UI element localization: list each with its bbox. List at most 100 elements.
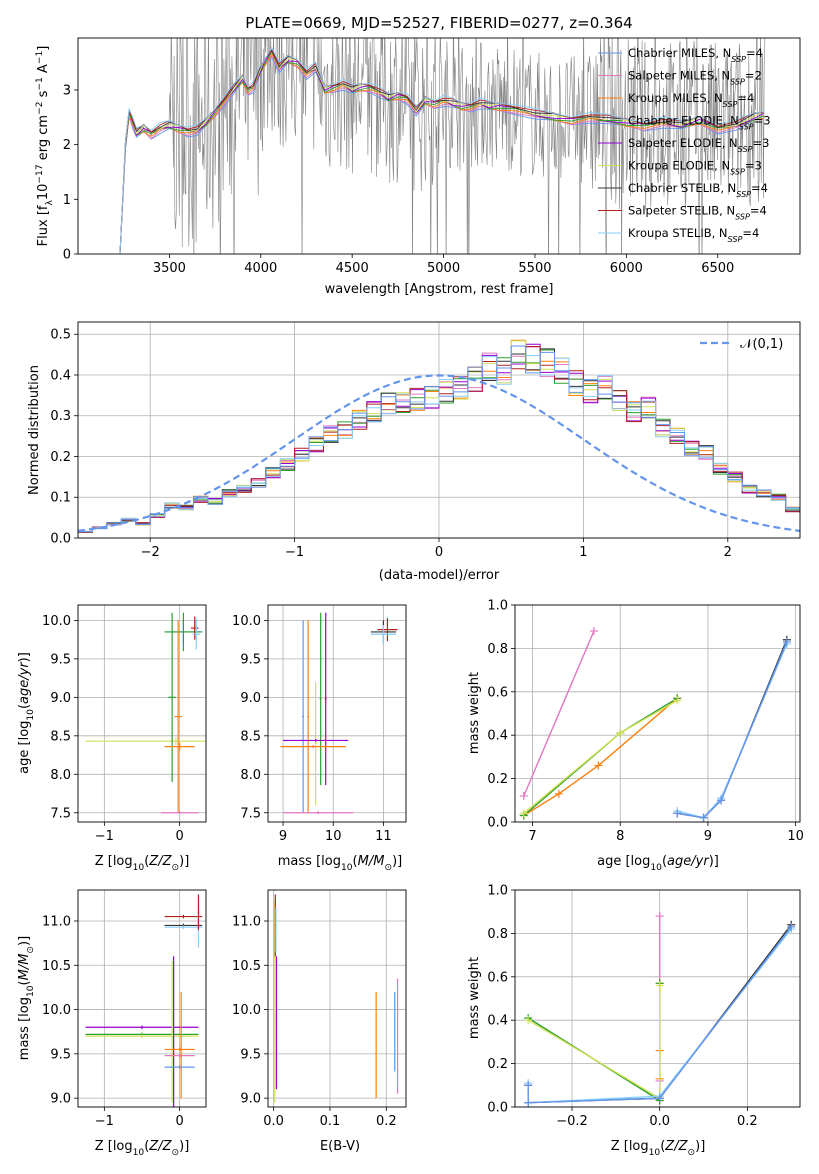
x-tick-label: 4500	[336, 261, 369, 276]
y-tick-label: 0.0	[487, 816, 508, 831]
x-tick-label: −0.2	[556, 1114, 588, 1129]
x-tick-label: 0	[176, 829, 184, 844]
x-tick-label: −1	[95, 829, 114, 844]
chart-title: PLATE=0669, MJD=52527, FIBERID=0277, z=0…	[245, 14, 632, 32]
y-axis-label: age [log10(age/yr)]	[17, 652, 36, 774]
y-tick-label: 0.8	[487, 642, 508, 657]
weight-point	[594, 761, 603, 770]
legend-label: Kroupa STELIB, NSSP=4	[628, 226, 759, 244]
x-axis-label: wavelength [Angstrom, rest frame]	[325, 282, 554, 297]
y-tick-label: 9.5	[240, 652, 261, 667]
y-tick-label: 9.0	[240, 1092, 261, 1107]
y-tick-label: 10.0	[232, 1003, 261, 1018]
x-tick-label: 5500	[518, 261, 551, 276]
weight-line-3	[527, 983, 661, 1102]
plot-area	[280, 612, 398, 815]
y-tick-label: 0.0	[50, 532, 71, 547]
y-axis-label: mass weight	[467, 957, 482, 1039]
axes-frame	[514, 604, 801, 823]
mass-ebv-axes: 0.0 0.1 0.2 9.0 9.5 10.0 10.5 11.0	[232, 889, 407, 1129]
age-mass-axes: 9 10 11 7.5 8.0 8.5 9.0 9.5 10.0	[232, 604, 407, 844]
y-tick-label: 0.5	[50, 328, 71, 343]
weight-line-6	[677, 643, 788, 819]
legend-label: Salpeter ELODIE, NSSP=3	[628, 136, 769, 154]
y-tick-label: 10.5	[42, 959, 71, 974]
histogram-axes: −2 −1 0 1 2 0.0 0.1 0.2 0.3 0.4 0.5 𝒩(0,1)	[50, 321, 801, 560]
y-tick-label: 0.8	[487, 927, 508, 942]
legend-label: Salpeter MILES, NSSP=2	[628, 69, 762, 87]
x-axis-label: Z [log10(Z/Z⊙)]	[95, 854, 190, 873]
y-axis-label: mass weight	[467, 672, 482, 754]
weight-point	[782, 637, 791, 646]
legend-label: Kroupa MILES, NSSP=4	[628, 91, 754, 109]
axes-frame	[77, 604, 207, 823]
y-tick-label: 0.2	[487, 772, 508, 787]
x-axis-label: (data-model)/error	[379, 568, 500, 583]
weight-point	[524, 1081, 533, 1090]
y-tick-label: 0.1	[50, 491, 71, 506]
x-tick-label: 0.0	[649, 1114, 670, 1129]
y-tick-label: 0.3	[50, 409, 71, 424]
weight-age-axes: 7 8 9 10 0.0 0.2 0.4 0.6 0.8 1.0	[487, 599, 804, 845]
x-tick-label: 9	[279, 829, 287, 844]
observed-spectrum-line	[119, 38, 766, 254]
x-tick-label: 0.2	[376, 1114, 397, 1129]
y-tick-label: 9.0	[50, 691, 71, 706]
model-line-9	[119, 46, 764, 254]
legend-label: Chabrier ELODIE, NSSP=3	[628, 114, 771, 132]
weight-point	[787, 922, 796, 931]
y-tick-label: 0.4	[487, 729, 508, 744]
y-tick-label: 0.6	[487, 685, 508, 700]
plot-area	[85, 612, 206, 815]
x-tick-label: 0.2	[737, 1114, 758, 1129]
y-tick-label: 2	[63, 138, 71, 153]
plot-area	[119, 38, 766, 254]
y-tick-label: 10.0	[232, 614, 261, 629]
plot-area	[85, 894, 203, 1107]
weight-line-7	[677, 641, 788, 819]
y-tick-label: 0.6	[487, 970, 508, 985]
weight-line-1	[523, 630, 595, 797]
y-axis-label: Flux [fλ10−17 erg cm−2 s−1 A−1]	[35, 46, 55, 247]
y-tick-label: 1.0	[487, 599, 508, 614]
model-line-3	[119, 52, 764, 254]
y-tick-label: 9.5	[240, 1047, 261, 1062]
weight-point	[524, 1016, 533, 1025]
y-tick-label: 11.0	[232, 915, 261, 930]
y-tick-label: 0	[63, 248, 71, 263]
plot-area	[274, 894, 399, 1103]
x-tick-label: 3500	[153, 261, 186, 276]
y-tick-label: 3	[63, 83, 71, 98]
weight-point	[655, 912, 664, 921]
x-axis-label: Z [log10(Z/Z⊙)]	[611, 1139, 706, 1158]
weight-point	[554, 789, 563, 798]
y-tick-label: 7.5	[240, 806, 261, 821]
x-tick-label: 2	[724, 545, 732, 560]
y-tick-label: 0.2	[50, 450, 71, 465]
axes-frame	[77, 37, 801, 255]
y-tick-label: 1	[63, 193, 71, 208]
plot-area	[519, 627, 791, 822]
x-axis-label: E(B-V)	[320, 1139, 360, 1154]
y-tick-label: 0.0	[487, 1101, 508, 1116]
age-z-axes: −1 0 7.5 8.0 8.5 9.0 9.5 10.0	[42, 604, 207, 844]
weight-point	[519, 809, 528, 818]
x-tick-label: 10	[325, 829, 342, 844]
x-tick-label: −2	[141, 545, 160, 560]
y-tick-label: 8.0	[50, 768, 71, 783]
x-axis-label: mass [log10(M/M⊙)]	[278, 854, 402, 873]
plot-area	[78, 339, 800, 533]
x-tick-label: 0	[435, 545, 443, 560]
weight-point	[673, 696, 682, 705]
legend-label: Kroupa ELODIE, NSSP=3	[628, 159, 762, 177]
y-tick-label: 8.0	[240, 768, 261, 783]
gaussian-curve	[78, 374, 800, 532]
model-line-1	[119, 56, 764, 254]
x-tick-label: 7	[528, 829, 536, 844]
y-tick-label: 10.0	[42, 1003, 71, 1018]
x-tick-label: 5000	[427, 261, 460, 276]
x-tick-label: 11	[375, 829, 392, 844]
axes-frame	[77, 321, 801, 539]
weight-point	[673, 809, 682, 818]
